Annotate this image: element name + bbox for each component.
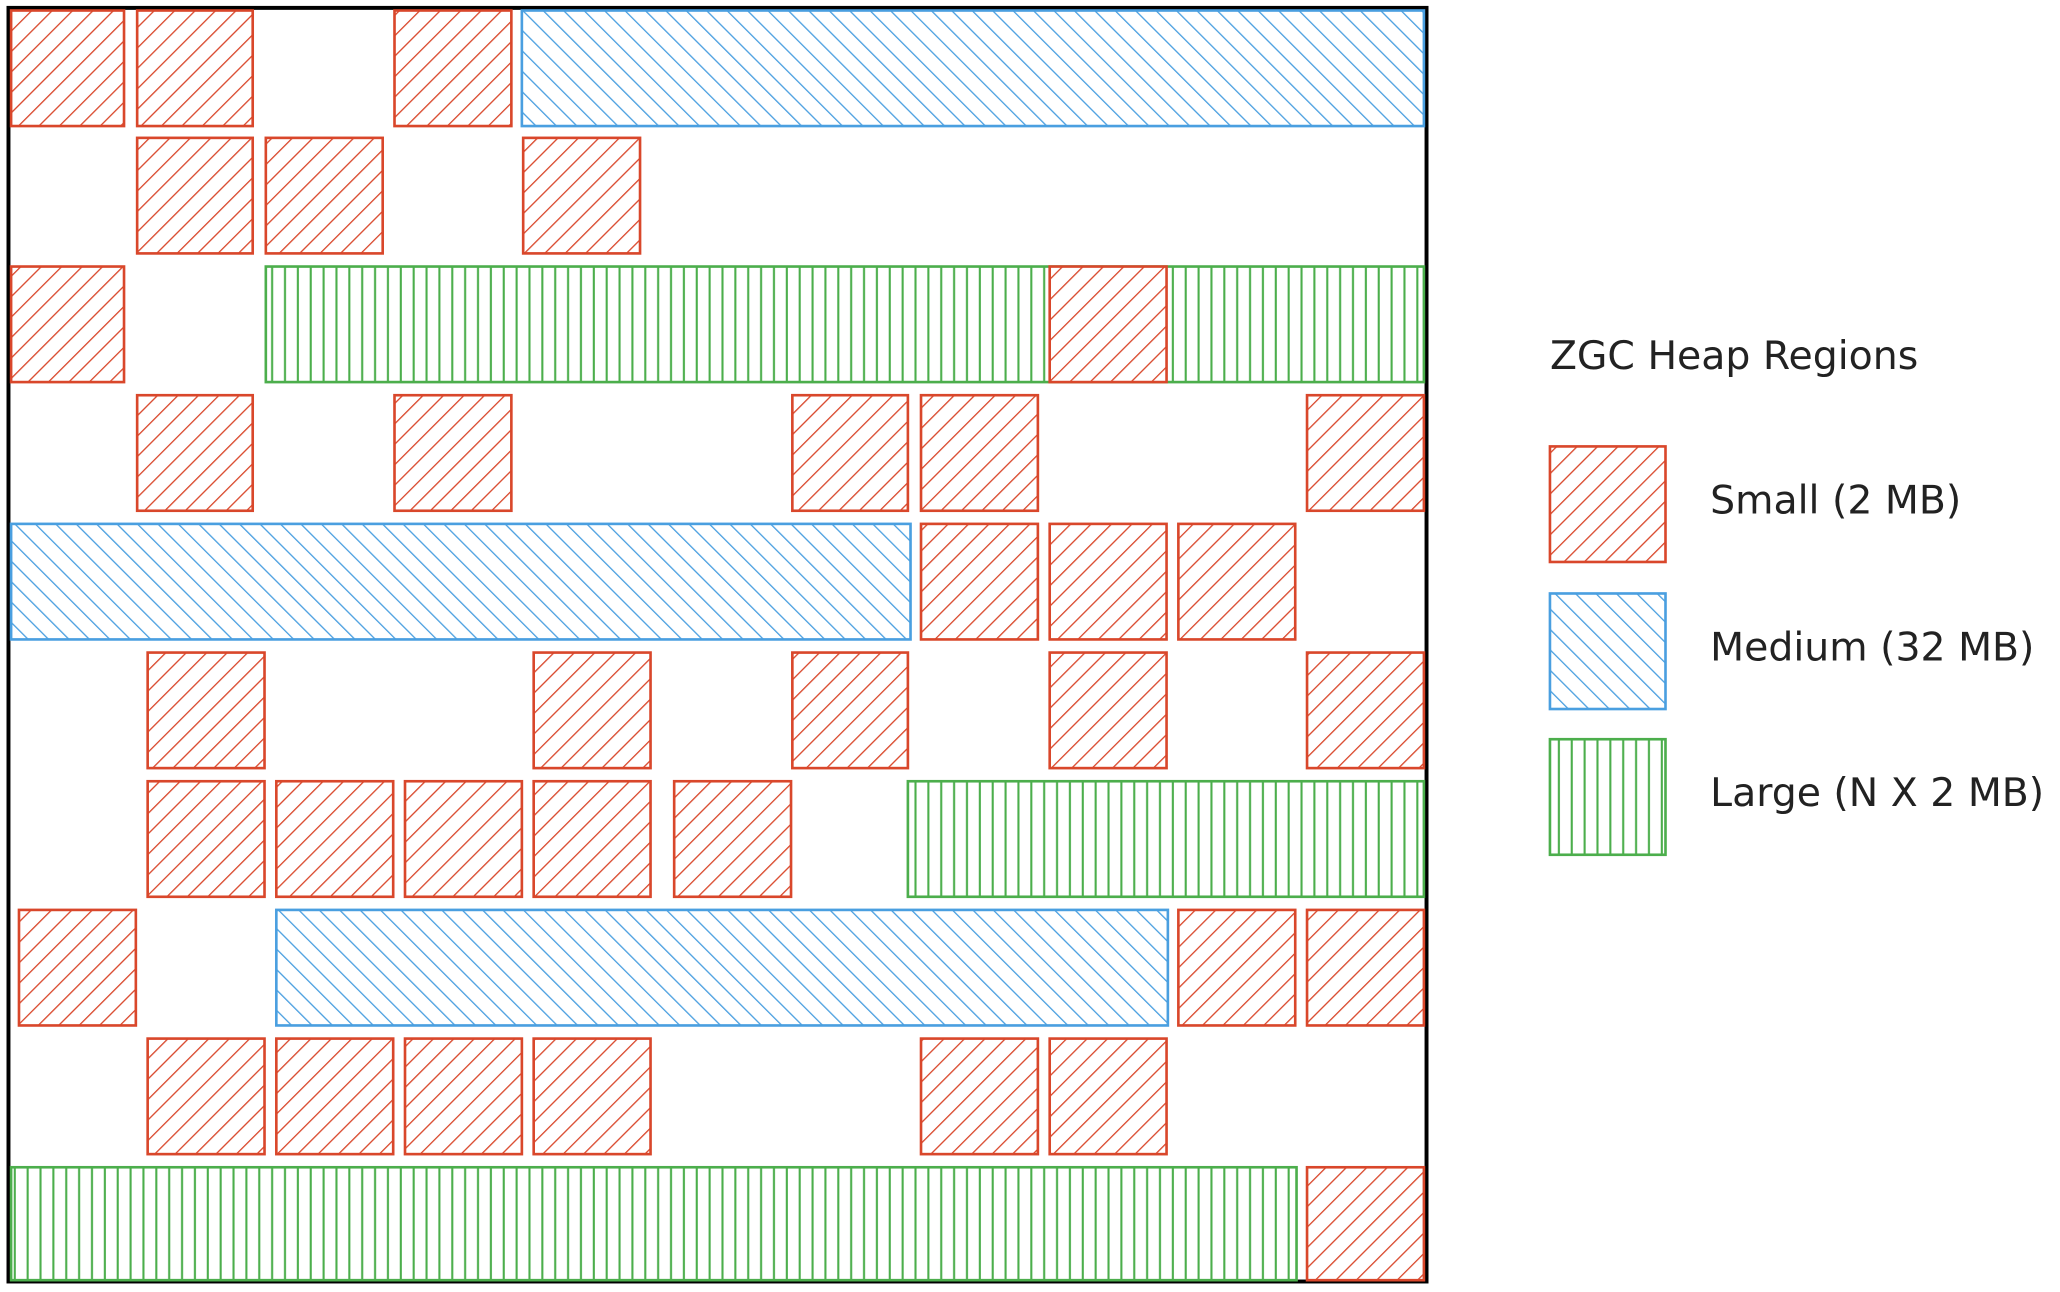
small-region <box>1048 1037 1168 1156</box>
small-region <box>532 651 652 770</box>
small-region <box>146 779 266 899</box>
small-region <box>672 779 793 899</box>
legend-swatch-large <box>1548 737 1667 857</box>
small-region <box>9 265 126 384</box>
small-region <box>1048 651 1168 770</box>
small-region <box>9 9 126 128</box>
small-region <box>1177 522 1297 641</box>
small-region <box>919 1037 1040 1156</box>
small-region <box>521 136 642 255</box>
large-region <box>906 779 1426 899</box>
small-region <box>1305 908 1426 1027</box>
small-region <box>135 9 255 128</box>
small-region <box>135 136 255 255</box>
small-region <box>264 136 384 255</box>
small-region <box>146 1037 266 1156</box>
small-region <box>919 522 1040 641</box>
small-region <box>1305 651 1426 770</box>
small-region <box>135 393 255 513</box>
small-region <box>1305 393 1426 513</box>
small-region <box>1305 1165 1426 1282</box>
small-region <box>275 1037 395 1156</box>
medium-region <box>9 522 912 641</box>
small-region <box>791 651 910 770</box>
legend-swatch-medium <box>1548 592 1667 711</box>
small-region <box>791 393 910 513</box>
small-region <box>393 393 513 513</box>
small-region <box>275 779 395 899</box>
regions <box>9 9 1426 1282</box>
legend-title: ZGC Heap Regions <box>1550 333 1918 379</box>
large-region <box>9 1165 1298 1282</box>
legend-label: Small (2 MB) <box>1710 477 1961 523</box>
small-region <box>393 9 513 128</box>
small-region <box>532 1037 652 1156</box>
small-region <box>17 908 138 1027</box>
small-region <box>1048 522 1168 641</box>
small-region <box>919 393 1040 513</box>
small-region <box>1177 908 1297 1027</box>
small-region <box>146 651 266 770</box>
small-region <box>403 1037 524 1156</box>
legend-label: Medium (32 MB) <box>1710 624 2034 670</box>
small-region <box>532 779 652 899</box>
large-region <box>264 265 1426 384</box>
small-region <box>1048 265 1168 384</box>
small-region <box>403 779 524 899</box>
medium-region <box>275 908 1170 1027</box>
medium-region <box>520 9 1426 128</box>
legend-label: Large (N X 2 MB) <box>1710 770 2044 816</box>
legend-swatch-small <box>1548 445 1667 564</box>
